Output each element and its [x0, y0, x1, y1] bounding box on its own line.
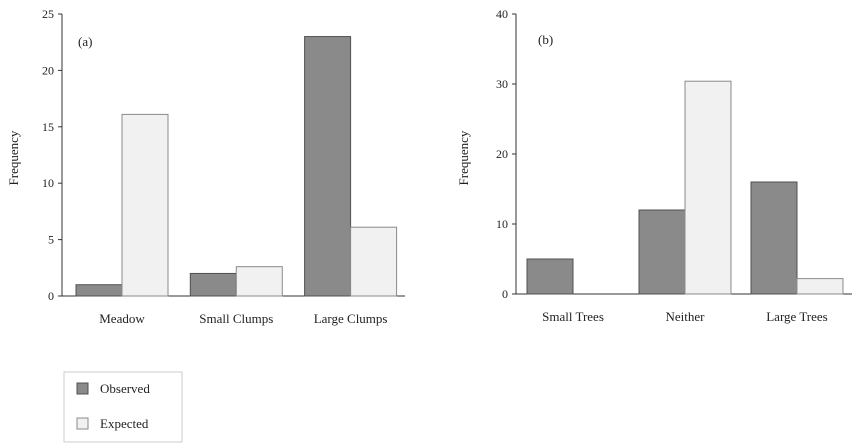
chart-panel-a: (a) Frequency 0 5 10 15 20 25 Meadow Small Clum…: [6, 7, 405, 326]
bar-observed-neither: [638, 209, 686, 295]
bar-observed-large-trees: [750, 181, 798, 295]
x-category-label: Neither: [666, 309, 706, 324]
y-tick-label: 30: [496, 77, 508, 91]
bar-expected-large-clumps: [350, 226, 398, 297]
legend-item-observed: Observed: [76, 381, 150, 396]
x-category-label: Small Trees: [542, 309, 604, 324]
legend-item-expected: Expected: [76, 416, 149, 431]
y-tick-label: 20: [42, 63, 54, 77]
x-category-label: Large Trees: [766, 309, 828, 324]
y-tick-label: 20: [496, 147, 508, 161]
bar-expected-large-trees: [796, 278, 844, 295]
y-tick-label: 25: [42, 7, 54, 21]
y-tick-label: 0: [502, 287, 508, 301]
bar-observed-small-clumps: [189, 272, 237, 297]
y-tick-label: 15: [42, 120, 54, 134]
y-tick-label: 10: [496, 217, 508, 231]
legend-swatch-expected: [76, 417, 89, 430]
bar-expected-neither: [684, 80, 732, 295]
x-category-label: Small Clumps: [199, 311, 273, 326]
y-tick-label: 0: [48, 289, 54, 303]
legend: Observed Expected: [63, 371, 183, 443]
y-axis-title: Frequency: [456, 130, 471, 185]
bar-observed-meadow: [75, 284, 123, 297]
legend-swatch-observed: [76, 382, 89, 395]
chart-panel-b: (b) Frequency 0 10 20 30 40 Small Trees Neithe…: [456, 7, 852, 324]
panel-label: (b): [538, 32, 553, 47]
bar-expected-small-clumps: [235, 266, 283, 297]
bar-expected-meadow: [121, 113, 169, 297]
legend-label: Expected: [100, 416, 149, 431]
panel-label: (a): [78, 34, 92, 49]
bar-observed-small-trees: [526, 258, 574, 295]
bar-observed-large-clumps: [304, 36, 352, 297]
legend-label: Observed: [100, 381, 150, 396]
y-tick-label: 40: [496, 7, 508, 21]
y-axis-title: Frequency: [6, 130, 21, 185]
y-tick-label: 10: [42, 176, 54, 190]
x-category-label: Meadow: [99, 311, 145, 326]
x-category-label: Large Clumps: [314, 311, 388, 326]
y-tick-label: 5: [48, 233, 54, 247]
